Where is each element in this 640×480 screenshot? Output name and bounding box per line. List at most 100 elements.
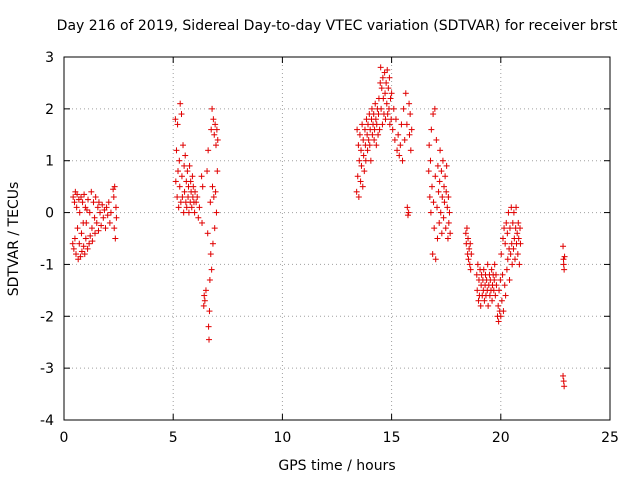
data-point (467, 266, 474, 273)
data-point (88, 225, 95, 232)
data-point (366, 142, 373, 149)
data-point (427, 157, 434, 164)
data-point (389, 126, 396, 133)
data-point (514, 230, 521, 237)
data-point (176, 157, 183, 164)
data-point (397, 142, 404, 149)
data-point (355, 142, 362, 149)
data-point (212, 188, 219, 195)
data-point (504, 230, 511, 237)
data-point (206, 336, 213, 343)
data-point (372, 100, 379, 107)
data-point (398, 121, 405, 128)
data-point (436, 178, 443, 185)
data-point (204, 230, 211, 237)
data-point (381, 69, 388, 76)
data-point (510, 209, 517, 216)
data-point (195, 214, 202, 221)
y-tick-label: 3 (45, 50, 54, 66)
data-point (71, 199, 78, 206)
data-point (76, 209, 83, 216)
data-point (386, 74, 393, 81)
data-point (382, 116, 389, 123)
data-point (209, 183, 216, 190)
data-point (107, 209, 114, 216)
data-point (371, 126, 378, 133)
data-point (81, 191, 88, 198)
data-point (76, 240, 83, 247)
data-point (490, 287, 497, 294)
data-point (404, 212, 411, 219)
data-point (90, 199, 97, 206)
data-point (206, 276, 213, 283)
data-point (73, 251, 80, 258)
chart-title: Day 216 of 2019, Sidereal Day-to-day VTE… (57, 18, 618, 34)
data-point (213, 142, 220, 149)
data-point (465, 256, 472, 263)
data-point (88, 188, 95, 195)
data-point (407, 147, 414, 154)
data-point (208, 126, 215, 133)
data-point (367, 157, 374, 164)
data-point (489, 297, 496, 304)
data-point (95, 227, 102, 234)
data-point (561, 383, 568, 390)
data-point (359, 121, 366, 128)
data-point (84, 245, 91, 252)
data-point (431, 225, 438, 232)
data-point (496, 287, 503, 294)
x-tick-label: 5 (169, 430, 178, 446)
data-point (80, 243, 87, 250)
data-point (199, 183, 206, 190)
data-point (361, 168, 368, 175)
data-point (481, 297, 488, 304)
data-point (209, 105, 216, 112)
data-point (112, 204, 119, 211)
data-point (465, 235, 472, 242)
data-point (211, 225, 218, 232)
data-point (110, 194, 117, 201)
y-tick-label: -2 (40, 309, 54, 325)
data-point (404, 204, 411, 211)
data-point (369, 131, 376, 138)
x-tick-labels: 0 5 10 15 20 25 (60, 430, 619, 446)
data-point (364, 147, 371, 154)
data-point (495, 302, 502, 309)
data-point (435, 188, 442, 195)
data-point (492, 292, 499, 299)
x-axis-label: GPS time / hours (278, 458, 395, 474)
data-point (172, 178, 179, 185)
data-point (433, 136, 440, 143)
data-point (380, 95, 387, 102)
y-tick-label: -4 (40, 413, 54, 429)
data-point (516, 261, 523, 268)
data-point (439, 157, 446, 164)
data-point (175, 168, 182, 175)
data-point (361, 126, 368, 133)
data-point (178, 173, 185, 180)
data-point (463, 225, 470, 232)
data-point (364, 131, 371, 138)
data-point (383, 100, 390, 107)
data-point (394, 147, 401, 154)
data-point (353, 188, 360, 195)
data-point (434, 162, 441, 169)
data-point (213, 126, 220, 133)
data-point (499, 271, 506, 278)
data-point (466, 261, 473, 268)
data-point (179, 194, 186, 201)
x-tick-label: 10 (273, 430, 291, 446)
data-point (445, 219, 452, 226)
data-point (210, 116, 217, 123)
axis-ticks (63, 56, 611, 421)
data-point (181, 162, 188, 169)
data-point (358, 162, 365, 169)
data-point (486, 292, 493, 299)
data-point (510, 245, 517, 252)
data-point (207, 199, 214, 206)
data-point (201, 292, 208, 299)
data-point (375, 131, 382, 138)
data-point (401, 136, 408, 143)
data-point (387, 95, 394, 102)
